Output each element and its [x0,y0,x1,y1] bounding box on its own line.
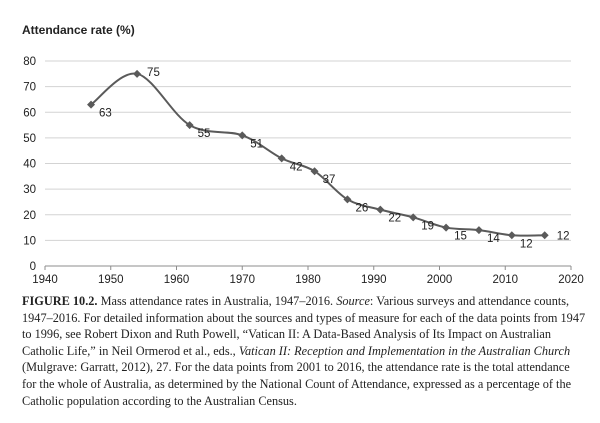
axis-ticks: 0 10 20 30 40 50 60 70 80 1940 1950 1960 1970 1980 199… [23,56,584,286]
x-tick-label: 2000 [427,274,453,286]
data-marker [238,131,247,140]
y-tick-label: 10 [23,235,36,247]
y-tick-label: 50 [23,133,36,145]
data-marker [442,223,451,232]
x-tick-label: 2010 [492,274,518,286]
data-label: 51 [250,138,263,150]
figure-caption: FIGURE 10.2. Mass attendance rates in Au… [22,293,587,409]
caption-figure-number: FIGURE 10.2. [22,294,98,308]
gridlines [45,60,571,267]
caption-book-title: Vatican II: Reception and Implementation… [238,343,571,358]
data-marker [540,231,549,240]
data-label: 26 [355,202,368,214]
x-tick-label: 2020 [558,274,584,286]
attendance-chart: Attendance rate (%) 01020304050607080194… [22,23,584,286]
data-label: 22 [388,213,401,225]
y-tick-label: 70 [23,82,36,94]
x-tick-label: 1970 [229,274,255,286]
data-label: 75 [147,67,160,79]
data-marker [343,195,352,204]
series-line [90,72,545,237]
y-tick-label: 80 [23,56,36,68]
x-tick-label: 1960 [164,274,190,286]
y-axis-title: Attendance rate (%) [22,23,135,37]
data-marker [409,213,418,222]
caption-text-2: : Various surveys and attendance counts,… [22,294,586,358]
x-tick-label: 1950 [98,274,124,286]
y-tick-label: 40 [23,159,36,171]
data-marker [87,100,96,109]
data-label: 15 [454,231,467,243]
caption-source-label: Source [336,294,370,308]
data-label: 14 [487,233,500,245]
y-tick-label: 0 [30,261,36,273]
data-labels: 63 75 55 51 42 37 26 22 19 15 14 12 12 [99,67,569,250]
y-tick-label: 30 [23,184,36,196]
data-marker [185,121,194,130]
caption-text-3: (Mulgrave: Garratt, 2012), 27. For the d… [22,360,572,408]
data-label: 19 [421,220,434,232]
data-label: 37 [323,174,336,186]
data-label: 12 [557,230,570,242]
x-tick-label: 1940 [32,274,58,286]
data-markers [87,69,549,240]
data-label: 55 [198,128,211,140]
caption-text-1: Mass attendance rates in Australia, 1947… [97,294,337,308]
x-tick-label: 1980 [295,274,321,286]
data-marker [376,205,385,214]
data-marker [277,154,286,163]
data-marker [133,69,142,78]
x-tick-label: 1990 [361,274,387,286]
data-marker [507,231,516,240]
data-marker [474,226,483,235]
y-tick-label: 60 [23,107,36,119]
data-label: 63 [99,108,112,120]
y-tick-label: 20 [23,210,36,222]
data-label: 12 [520,238,533,250]
data-marker [310,167,319,176]
data-label: 42 [290,161,303,173]
